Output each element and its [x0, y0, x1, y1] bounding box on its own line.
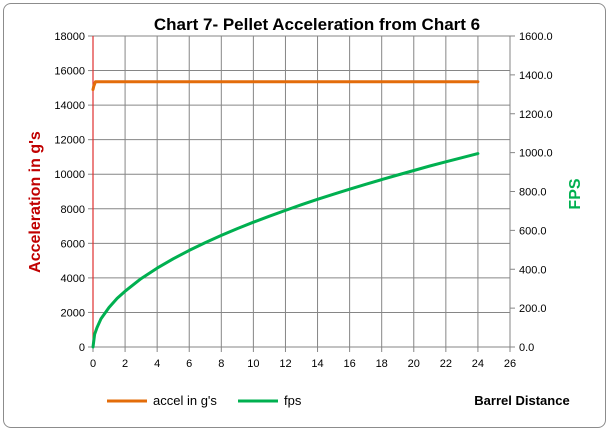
- y-axis-left-title: Acceleration in g's: [27, 131, 44, 273]
- y-right-tick-label: 1000.0: [519, 148, 553, 160]
- x-tick-label: 16: [343, 358, 355, 370]
- chart-title: Chart 7- Pellet Acceleration from Chart …: [154, 15, 480, 34]
- y-left-tick-label: 2000: [61, 307, 85, 319]
- y-right-tick-label: 0.0: [519, 342, 534, 354]
- x-tick-label: 2: [122, 358, 128, 370]
- tick-labels: 0 2 4 6 8 10 12 14 16 18 20 22 24 2602000400060008000…: [54, 31, 552, 370]
- plot-area: [92, 35, 511, 348]
- y-right-tick-label: 200.0: [519, 303, 547, 315]
- y-right-tick-label: 400.0: [519, 264, 547, 276]
- x-axis-title: Barrel Distance: [474, 393, 569, 408]
- legend-label: accel in g's: [153, 393, 217, 408]
- x-tick-label: 4: [154, 358, 160, 370]
- y-right-tick-label: 600.0: [519, 225, 547, 237]
- legend: accel in g's fps: [107, 393, 302, 408]
- y-axis-right-title: FPS: [567, 178, 584, 209]
- grid: [92, 35, 511, 348]
- x-tick-label: 6: [186, 358, 192, 370]
- y-right-tick-label: 800.0: [519, 187, 547, 199]
- series-layer: [91, 80, 480, 349]
- legend-label: fps: [284, 393, 302, 408]
- chart-frame: Chart 7- Pellet Acceleration from Chart …: [3, 3, 606, 428]
- y-left-tick-label: 10000: [54, 169, 85, 181]
- y-left-tick-label: 12000: [54, 135, 85, 147]
- y-left-tick-label: 16000: [54, 66, 85, 78]
- y-left-tick-label: 0: [79, 342, 85, 354]
- y-left-tick-label: 18000: [54, 31, 85, 43]
- chart-svg: Chart 7- Pellet Acceleration from Chart …: [27, 15, 584, 408]
- x-tick-label: 22: [440, 358, 452, 370]
- x-tick-label: 26: [504, 358, 516, 370]
- y-right-tick-label: 1200.0: [519, 109, 553, 121]
- series-line-accel: [91, 80, 480, 92]
- x-tick-label: 0: [90, 358, 96, 370]
- y-left-tick-label: 8000: [61, 204, 85, 216]
- x-tick-label: 24: [472, 358, 484, 370]
- x-tick-label: 20: [408, 358, 420, 370]
- x-tick-label: 14: [311, 358, 323, 370]
- x-tick-label: 18: [376, 358, 388, 370]
- y-right-tick-label: 1600.0: [519, 31, 553, 43]
- y-left-tick-label: 6000: [61, 238, 85, 250]
- series-line-fps: [91, 152, 480, 349]
- x-tick-label: 8: [218, 358, 224, 370]
- y-left-tick-label: 4000: [61, 273, 85, 285]
- y-right-tick-label: 1400.0: [519, 70, 553, 82]
- x-tick-label: 12: [279, 358, 291, 370]
- y-left-tick-label: 14000: [54, 100, 85, 112]
- x-tick-label: 10: [247, 358, 259, 370]
